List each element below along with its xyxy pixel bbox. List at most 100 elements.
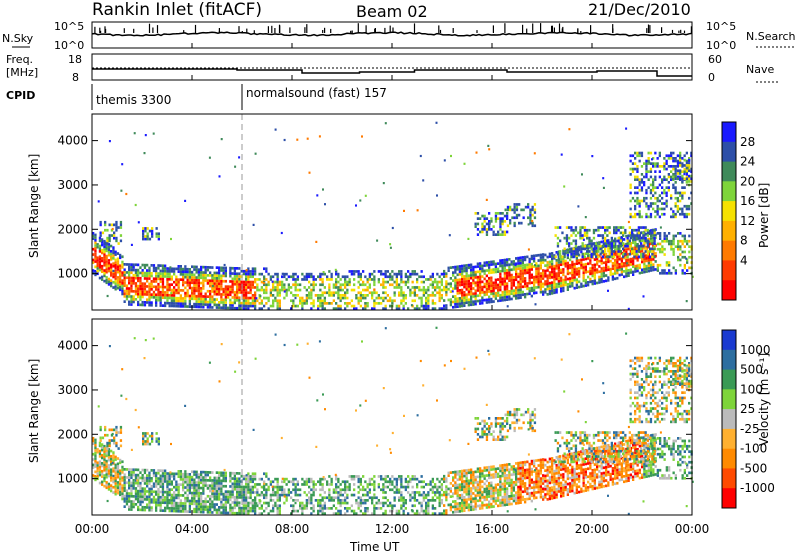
power-cell	[242, 280, 245, 284]
power-cell	[422, 179, 425, 182]
power-cell	[530, 294, 533, 298]
velocity-cell	[148, 479, 151, 483]
power-cell	[150, 274, 153, 278]
power-cell	[94, 260, 97, 263]
power-cell	[624, 244, 627, 248]
power-cell	[107, 280, 111, 284]
power-cell	[148, 285, 151, 288]
power-cell	[583, 228, 587, 232]
power-cell	[568, 226, 571, 229]
velocity-cell	[128, 468, 131, 471]
velocity-cell	[332, 491, 335, 494]
power-cell	[150, 272, 153, 275]
velocity-cell	[92, 442, 95, 445]
power-cell	[222, 266, 225, 270]
power-cell	[674, 188, 677, 192]
power-cell	[467, 303, 470, 307]
power-cell	[404, 283, 407, 287]
velocity-cell	[128, 494, 131, 498]
power-cell	[510, 276, 513, 279]
velocity-cell	[125, 502, 129, 506]
velocity-cell	[283, 501, 286, 505]
power-cell	[602, 253, 605, 257]
power-cell	[674, 174, 677, 178]
power-cell	[616, 253, 619, 256]
power-cell	[474, 297, 477, 301]
power-cell	[193, 265, 196, 269]
power-cell	[629, 247, 632, 250]
power-cell	[341, 275, 344, 279]
velocity-cell	[296, 509, 299, 513]
power-cell	[589, 272, 592, 276]
power-cell	[200, 292, 203, 296]
power-cell	[164, 301, 167, 305]
power-cell	[222, 279, 225, 283]
power-cell	[533, 275, 536, 279]
power-cell	[206, 303, 209, 306]
power-cell	[533, 259, 536, 263]
power-cell	[625, 242, 628, 246]
power-cell	[157, 290, 160, 294]
power-cell	[258, 296, 261, 300]
power-cell	[537, 283, 540, 286]
power-cell	[447, 298, 450, 302]
velocity-cell	[206, 471, 209, 474]
power-cell	[94, 236, 97, 239]
power-cell	[305, 294, 308, 297]
velocity-cell	[168, 482, 171, 486]
velocity-cell	[283, 488, 286, 492]
velocity-cell	[200, 478, 203, 482]
power-cell	[105, 281, 108, 285]
power-cell	[640, 181, 644, 184]
power-cell	[134, 290, 138, 293]
velocity-cell	[276, 499, 279, 502]
power-cell	[627, 234, 630, 238]
power-cell	[436, 291, 439, 295]
velocity-cell	[125, 476, 129, 479]
velocity-cell	[105, 454, 108, 458]
power-cell	[499, 262, 502, 265]
power-cell	[402, 307, 405, 310]
power-cell	[607, 257, 610, 261]
power-cell	[364, 294, 367, 297]
power-cell	[290, 286, 293, 289]
velocity-cell	[276, 507, 279, 510]
power-cell	[128, 265, 131, 269]
power-cell	[371, 291, 374, 295]
power-cell	[110, 255, 113, 259]
power-cell	[431, 294, 434, 297]
velocity-cell	[128, 470, 131, 474]
power-cell	[634, 267, 637, 271]
velocity-cell	[278, 485, 281, 489]
velocity-cell	[321, 504, 324, 508]
power-cell	[670, 175, 673, 179]
power-cell	[474, 284, 477, 287]
velocity-cell	[94, 478, 97, 482]
power-cell	[629, 249, 632, 253]
power-cell	[597, 247, 600, 251]
velocity-cell	[119, 493, 122, 497]
power-cell	[287, 286, 290, 289]
power-cell	[690, 174, 693, 178]
velocity-cell	[319, 480, 322, 484]
velocity-cell	[314, 499, 317, 502]
velocity-cell	[330, 507, 333, 510]
power-cell	[323, 272, 326, 276]
velocity-cell	[98, 460, 102, 464]
velocity-cell	[344, 488, 347, 492]
power-cell	[517, 283, 520, 287]
power-cell	[570, 255, 573, 259]
velocity-cell	[310, 480, 313, 484]
power-cell	[611, 272, 614, 276]
power-cell	[92, 247, 95, 251]
power-cell	[573, 262, 576, 266]
power-cell	[94, 249, 97, 253]
velocity-cell	[170, 499, 173, 502]
velocity-cell	[179, 504, 182, 508]
power-cell	[166, 296, 169, 300]
power-cell	[249, 304, 252, 308]
velocity-cell	[263, 501, 266, 505]
power-cell	[148, 282, 151, 286]
power-cell	[627, 220, 630, 224]
power-cell	[380, 283, 383, 287]
